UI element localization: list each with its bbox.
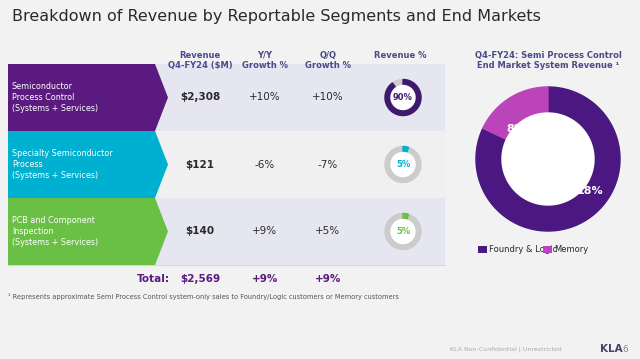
Polygon shape <box>8 64 168 131</box>
Text: Q/Q
Growth %: Q/Q Growth % <box>305 51 351 70</box>
Text: Y/Y
Growth %: Y/Y Growth % <box>242 51 288 70</box>
Text: Memory: Memory <box>554 244 588 253</box>
Polygon shape <box>8 131 168 198</box>
Polygon shape <box>391 153 415 177</box>
Text: $121: $121 <box>186 159 214 169</box>
Bar <box>478 246 487 253</box>
Polygon shape <box>8 198 168 265</box>
Text: Total:: Total: <box>137 274 170 284</box>
Polygon shape <box>476 87 620 231</box>
Text: +10%: +10% <box>312 93 344 103</box>
Polygon shape <box>483 87 548 159</box>
Text: KLA: KLA <box>600 344 623 354</box>
Text: +9%: +9% <box>252 274 278 284</box>
Text: 18%: 18% <box>577 186 604 196</box>
Bar <box>543 246 552 253</box>
Text: +9%: +9% <box>315 274 341 284</box>
Polygon shape <box>502 113 594 205</box>
Text: +10%: +10% <box>249 93 281 103</box>
Text: Q4-FY24: Semi Process Control
End Market System Revenue ¹: Q4-FY24: Semi Process Control End Market… <box>475 51 621 70</box>
Text: Semiconductor
Process Control
(Systems + Services): Semiconductor Process Control (Systems +… <box>12 81 98 113</box>
FancyBboxPatch shape <box>155 131 445 198</box>
Text: 6: 6 <box>622 345 628 354</box>
FancyBboxPatch shape <box>155 64 445 131</box>
Polygon shape <box>385 79 421 116</box>
Polygon shape <box>385 214 421 250</box>
Text: $2,308: $2,308 <box>180 93 220 103</box>
Text: Specialty Semiconductor
Process
(Systems + Services): Specialty Semiconductor Process (Systems… <box>12 149 113 181</box>
Polygon shape <box>391 85 415 109</box>
Text: $140: $140 <box>186 227 214 237</box>
Text: -6%: -6% <box>255 159 275 169</box>
Text: Revenue %: Revenue % <box>374 51 426 60</box>
Text: +9%: +9% <box>252 227 278 237</box>
Text: 5%: 5% <box>396 227 410 236</box>
Text: PCB and Component
Inspection
(Systems + Services): PCB and Component Inspection (Systems + … <box>12 215 98 247</box>
Text: KLA Non-Confidential | Unrestricted: KLA Non-Confidential | Unrestricted <box>450 346 562 352</box>
Text: Breakdown of Revenue by Reportable Segments and End Markets: Breakdown of Revenue by Reportable Segme… <box>12 9 541 24</box>
Text: Foundry & Logic: Foundry & Logic <box>489 244 557 253</box>
Polygon shape <box>391 219 415 243</box>
Polygon shape <box>476 87 620 231</box>
Text: 90%: 90% <box>393 93 413 102</box>
Polygon shape <box>403 146 408 164</box>
Polygon shape <box>385 79 421 116</box>
Text: ¹ Represents approximate Semi Process Control system-only sales to Foundry/Logic: ¹ Represents approximate Semi Process Co… <box>8 293 399 300</box>
Text: 82%: 82% <box>507 124 533 134</box>
FancyBboxPatch shape <box>155 198 445 265</box>
Polygon shape <box>403 214 408 232</box>
Text: Revenue
Q4-FY24 ($M): Revenue Q4-FY24 ($M) <box>168 51 232 70</box>
Text: +5%: +5% <box>316 227 340 237</box>
Text: $2,569: $2,569 <box>180 274 220 284</box>
Polygon shape <box>385 146 421 182</box>
Text: 5%: 5% <box>396 160 410 169</box>
Text: -7%: -7% <box>318 159 338 169</box>
